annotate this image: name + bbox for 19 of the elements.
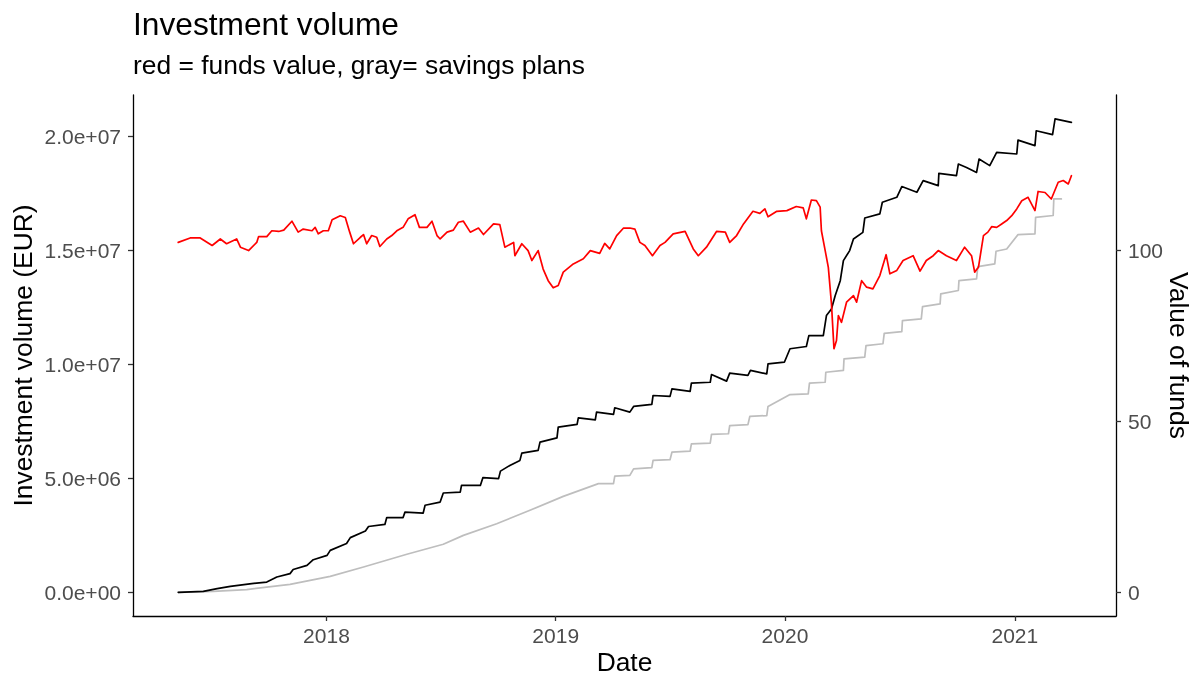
x-tick-label: 2021	[991, 624, 1039, 647]
y-tick-label: 2.0e+07	[44, 125, 121, 149]
line-series	[177, 118, 1073, 594]
chart-title: Investment volume	[133, 6, 399, 42]
x-tick-label: 2018	[303, 624, 350, 647]
y2-axis-title: Value of funds	[1164, 272, 1194, 439]
x-tick-label: 2020	[761, 624, 809, 647]
y2-tick-label: 0	[1128, 580, 1140, 604]
x-axis-title: Date	[596, 647, 653, 677]
line-series	[177, 174, 1073, 350]
y-tick-label: 5.0e+06	[44, 466, 121, 490]
y-tick-label: 1.5e+07	[44, 239, 121, 263]
y2-tick-label: 100	[1128, 239, 1164, 263]
y-axis-title: Investment volume (EUR)	[8, 204, 38, 507]
y-tick-label: 0.0e+00	[44, 580, 121, 604]
y2-tick-label: 50	[1128, 409, 1152, 433]
chart-subtitle: red = funds value, gray= savings plans	[133, 50, 585, 80]
y-tick-label: 1.0e+07	[44, 353, 121, 376]
x-tick-label: 2019	[532, 624, 580, 647]
